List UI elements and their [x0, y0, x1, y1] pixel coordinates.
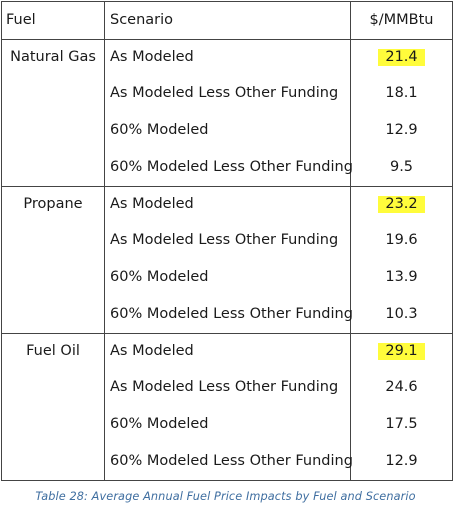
price-cell: 10.3	[350, 296, 453, 334]
price-cell: 12.9	[350, 113, 453, 150]
price-value: 24.6	[385, 379, 418, 396]
table-row: Fuel Oil As Modeled 29.1	[1, 333, 453, 481]
price-cell: 21.4	[350, 39, 453, 77]
scenario-cell: As Modeled	[104, 39, 351, 77]
price-cell: 18.1	[350, 76, 453, 113]
scenario-cell: 60% Modeled	[104, 113, 351, 150]
fuel-cell: Natural Gas	[1, 39, 105, 187]
header-fuel: Fuel	[1, 1, 105, 40]
scenario-cell: As Modeled Less Other Funding	[104, 370, 351, 407]
header-scenario: Scenario	[104, 1, 351, 40]
table-body: Natural Gas As Modeled 21.4 As Modeled Less…	[1, 39, 453, 481]
price-value: 18.1	[385, 85, 418, 102]
scenario-cell: 60% Modeled Less Other Funding	[104, 443, 353, 481]
fuel-price-table-container: Fuel Scenario $/MMBtu Natural Gas As Mode…	[1, 1, 453, 481]
table-row: 60% Modeled Less Other Funding 12.9	[2, 443, 453, 481]
price-value: 17.5	[385, 416, 418, 432]
scenario-cell: 60% Modeled	[104, 260, 351, 297]
price-cell: 24.6	[350, 370, 453, 407]
scenario-cell: 60% Modeled Less Other Funding	[104, 149, 353, 187]
table-row: As Modeled Less Other Funding 19.6	[2, 223, 453, 260]
price-value: 13.9	[385, 269, 418, 285]
fuel-price-table: Fuel Scenario $/MMBtu Natural Gas As Mode…	[1, 1, 453, 481]
price-cell: 12.9	[350, 443, 453, 481]
table-row: As Modeled Less Other Funding 18.1	[2, 76, 453, 113]
scenario-cell: 60% Modeled Less Other Funding	[104, 296, 353, 334]
fuel-cell: Fuel Oil	[1, 333, 105, 481]
price-value: 12.9	[385, 122, 418, 138]
price-value: 9.5	[389, 158, 414, 175]
price-cell: 17.5	[350, 407, 453, 444]
price-cell: 9.5	[350, 149, 453, 187]
price-cell: 23.2	[350, 186, 453, 224]
table-row: Natural Gas As Modeled 21.4	[1, 39, 453, 187]
table-row: Propane As Modeled 23.2	[1, 186, 453, 334]
table-row: 60% Modeled 13.9	[2, 260, 453, 297]
price-value: 10.3	[385, 305, 418, 322]
scenario-cell: As Modeled Less Other Funding	[104, 76, 351, 113]
price-cell: 13.9	[350, 260, 453, 297]
highlighted-price-value: 23.2	[378, 196, 425, 213]
price-cell: 29.1	[350, 333, 453, 371]
price-cell: 19.6	[350, 223, 453, 260]
scenario-cell: As Modeled	[104, 186, 351, 224]
highlighted-price-value: 29.1	[378, 343, 425, 360]
price-value: 12.9	[385, 452, 418, 469]
price-value: 19.6	[385, 232, 418, 249]
header-price: $/MMBtu	[350, 1, 453, 40]
table-row: 60% Modeled 17.5	[2, 407, 453, 444]
highlighted-price-value: 21.4	[378, 49, 425, 66]
scenario-cell: As Modeled	[104, 333, 351, 371]
table-header-row: Fuel Scenario $/MMBtu	[1, 1, 453, 40]
scenario-cell: As Modeled Less Other Funding	[104, 223, 351, 260]
table-caption: Table 28: Average Annual Fuel Price Impa…	[35, 490, 416, 503]
fuel-cell: Propane	[1, 186, 105, 334]
table-row: 60% Modeled 12.9	[2, 113, 453, 150]
scenario-cell: 60% Modeled	[104, 407, 351, 444]
table-row: As Modeled Less Other Funding 24.6	[2, 370, 453, 407]
